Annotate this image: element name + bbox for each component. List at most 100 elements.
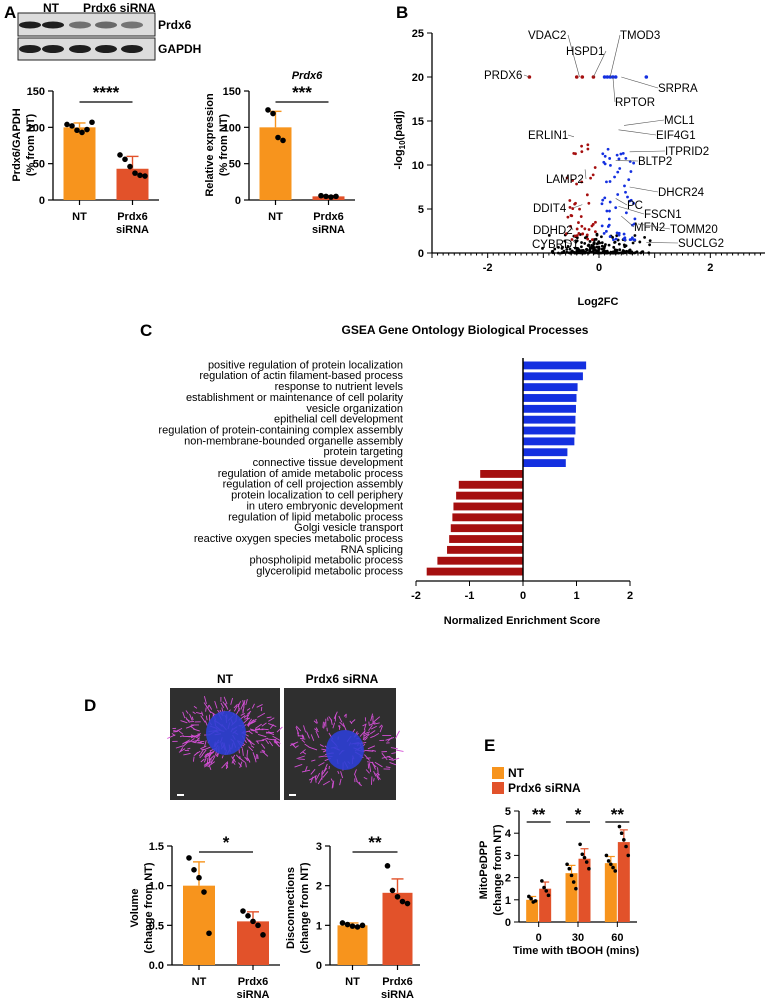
gene-leader-line (637, 223, 671, 230)
data-point (127, 163, 133, 170)
y-tick-label: 15 (412, 116, 424, 128)
mitochondria-segment (204, 752, 209, 756)
volcano-point-up (623, 184, 626, 188)
mitochondria-segment (200, 745, 207, 750)
gene-label: MCL1 (664, 115, 695, 127)
volcano-point-ns (623, 245, 627, 248)
mitochondria-segment (374, 761, 383, 768)
mitochondria-segment (205, 705, 212, 714)
data-point (606, 859, 611, 863)
gsea-term-label: phospholipid metabolic process (250, 555, 404, 567)
volcano-point-up (608, 200, 612, 204)
mitochondria-segment (354, 774, 358, 782)
volcano-point-down (580, 144, 583, 148)
volcano-point-up (605, 209, 609, 213)
volcano-point-ns (580, 245, 583, 249)
a1-ylabel-line2: (% from NT) (25, 114, 37, 177)
mitochondria-segment (342, 722, 347, 731)
data-point (611, 865, 615, 870)
volcano-point-down (575, 234, 579, 237)
mitochondria-segment (205, 715, 208, 721)
volcano-point-ns (621, 249, 625, 252)
gsea-term-label: non-membrane-bounded organelle assembly (184, 435, 403, 447)
volcano-point-ns (566, 245, 570, 248)
data-point (619, 831, 624, 835)
volcano-point-up (629, 198, 633, 202)
volcano-point-down (580, 224, 584, 228)
gsea-bar (437, 556, 523, 565)
volcano-point-ns (618, 248, 622, 252)
mitochondria-segment (192, 756, 195, 762)
mitochondria-segment (321, 767, 328, 776)
volcano-point-ns (575, 246, 579, 250)
gene-leader-line (624, 119, 665, 126)
gsea-term-label: reactive oxygen species metabolic proces… (194, 533, 404, 545)
mitochondria-segment (207, 761, 216, 767)
mitochondria-segment (377, 767, 379, 776)
y-tick-label: 3 (316, 841, 322, 853)
gene-label: EIF4G1 (656, 130, 696, 142)
gene-leader-line (593, 50, 607, 78)
y-tick-label: 0 (235, 195, 241, 207)
mitochondria-segment (198, 748, 205, 757)
gsea-bar (523, 361, 587, 370)
gene-label: DDHD2 (533, 225, 573, 237)
gene-leader-line (621, 76, 659, 89)
data-point (79, 129, 85, 136)
mitochondria-segment (261, 737, 269, 741)
e-legend-nt: NT (508, 766, 525, 780)
a2-title: Prdx6 (292, 70, 323, 82)
bar (183, 885, 215, 965)
data-point (240, 908, 246, 914)
volcano-point-ns (588, 248, 592, 252)
mitochondria-segment (291, 743, 297, 749)
volcano-point-up (603, 196, 607, 200)
volcano-point-ns (631, 241, 635, 245)
gsea-bar (458, 480, 523, 489)
mitochondria-segment (362, 731, 371, 735)
mitochondria-segment (381, 752, 388, 761)
mitochondria-segment (322, 750, 327, 753)
volcano-point-ns (586, 244, 590, 248)
y-tick-label: 4 (505, 828, 512, 840)
c-xlabel: Normalized Enrichment Score (444, 615, 601, 627)
mitochondria-segment (243, 714, 249, 719)
mitochondria-segment (301, 769, 311, 773)
volcano-point-ns (541, 246, 544, 250)
data-point (571, 880, 576, 884)
volcano-point-down (585, 233, 589, 237)
mitochondria-segment (207, 762, 212, 771)
gene-leader-line (567, 134, 575, 138)
mitochondria-segment (175, 727, 183, 733)
mitochondria-segment (310, 768, 316, 775)
mitochondria-segment (333, 711, 338, 720)
mitochondria-segment (190, 734, 198, 739)
mitochondria-segment (221, 755, 224, 759)
gsea-term-label: protein targeting (324, 446, 404, 458)
data-point (624, 844, 628, 849)
mitochondria-segment (178, 748, 186, 753)
volcano-point-ns (628, 248, 631, 252)
gsea-term-label: regulation of cell projection assembly (223, 479, 404, 491)
mitochondria-segment (308, 746, 318, 751)
data-point (265, 107, 271, 113)
data-point (359, 922, 366, 929)
gene-label: SUCLG2 (678, 238, 724, 250)
volcano-point-ns (592, 247, 596, 251)
y-tick-label: 0 (418, 248, 424, 260)
mitochondria-segment (300, 737, 306, 740)
x-tick-label: 0 (596, 262, 602, 274)
volcano-point-up (627, 178, 631, 182)
volcano-point-ns (561, 245, 564, 249)
volcano-point-top (644, 75, 649, 79)
mitochondria-segment (273, 738, 281, 744)
wb-band-prdx6 (42, 21, 64, 29)
mitochondria-segment (379, 725, 383, 733)
mitochondria-segment (376, 775, 380, 781)
mitochondria-segment (232, 754, 236, 760)
y-tick-label: 2 (316, 881, 322, 893)
x-tick-label: 0 (536, 932, 542, 944)
mitochondria-segment (200, 758, 205, 763)
data-point (270, 110, 276, 117)
mitochondria-segment (255, 739, 265, 742)
